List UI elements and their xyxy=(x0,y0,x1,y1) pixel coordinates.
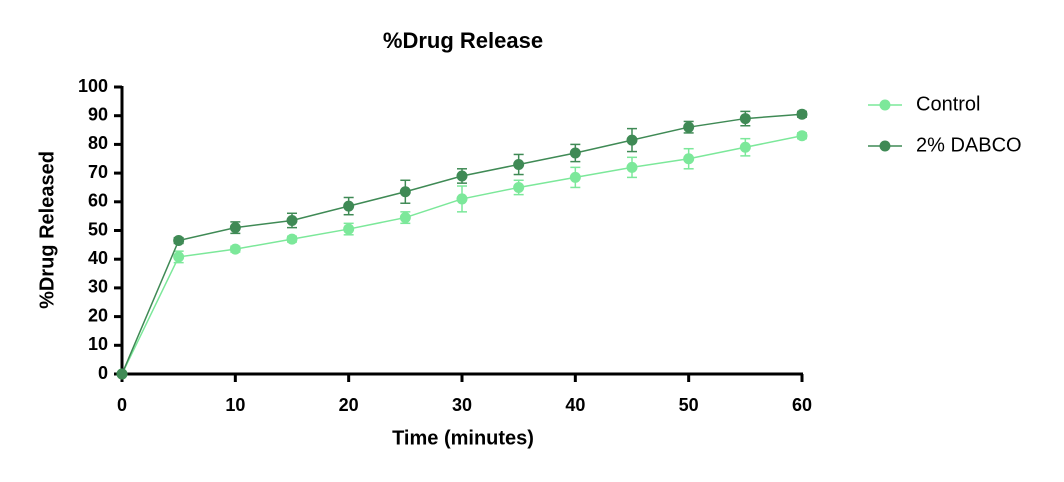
y-tick-label: 40 xyxy=(88,248,108,268)
data-point xyxy=(513,181,525,193)
data-point xyxy=(569,147,581,159)
x-axis-label: Time (minutes) xyxy=(392,427,534,449)
data-point xyxy=(796,130,808,142)
data-point xyxy=(286,233,298,245)
y-tick-label: 50 xyxy=(88,219,108,239)
data-point xyxy=(286,214,298,226)
data-point xyxy=(399,212,411,224)
y-tick-label: 0 xyxy=(98,363,108,383)
data-point xyxy=(626,161,638,173)
data-point xyxy=(343,223,355,235)
chart-title: %Drug Release xyxy=(383,28,543,53)
data-point xyxy=(626,134,638,146)
data-point xyxy=(683,121,695,133)
data-point xyxy=(343,200,355,212)
y-axis-label: %Drug Released xyxy=(36,151,58,309)
data-point xyxy=(173,235,185,247)
x-tick-label: 30 xyxy=(452,395,472,415)
x-tick-label: 0 xyxy=(117,395,127,415)
data-point xyxy=(229,222,241,234)
series-line xyxy=(121,113,803,375)
data-point xyxy=(173,251,185,263)
data-point xyxy=(229,243,241,255)
x-tick-label: 20 xyxy=(339,395,359,415)
data-point xyxy=(683,153,695,165)
y-tick-label: 10 xyxy=(88,334,108,354)
data-point xyxy=(399,186,411,198)
legend-label: 2% DABCO xyxy=(916,134,1022,156)
legend-label: Control xyxy=(916,93,980,115)
x-tick-label: 10 xyxy=(225,395,245,415)
y-tick-label: 30 xyxy=(88,277,108,297)
y-tick-label: 80 xyxy=(88,133,108,153)
data-point xyxy=(116,368,128,380)
y-tick-label: 20 xyxy=(88,305,108,325)
x-tick-label: 50 xyxy=(679,395,699,415)
data-point xyxy=(456,170,468,182)
legend-marker xyxy=(879,99,891,111)
y-tick-label: 90 xyxy=(88,104,108,124)
y-tick-label: 70 xyxy=(88,162,108,182)
data-point xyxy=(739,141,751,153)
data-point xyxy=(739,113,751,125)
x-tick-label: 60 xyxy=(792,395,812,415)
data-point xyxy=(569,171,581,183)
legend-marker xyxy=(879,140,891,152)
data-point xyxy=(456,193,468,205)
y-tick-label: 100 xyxy=(78,76,108,96)
y-tick-label: 60 xyxy=(88,191,108,211)
x-tick-label: 40 xyxy=(565,395,585,415)
data-point xyxy=(796,108,808,120)
data-point xyxy=(513,158,525,170)
